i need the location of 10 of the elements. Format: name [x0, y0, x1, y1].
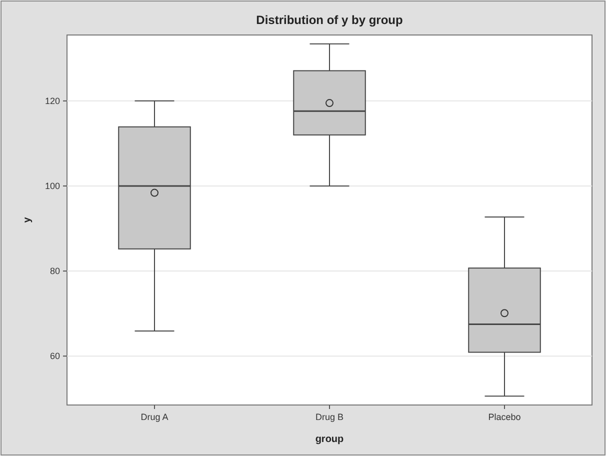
y-tick-label: 120: [44, 96, 60, 106]
y-tick-label: 100: [44, 181, 60, 192]
x-tick-label: Drug B: [315, 412, 344, 422]
y-tick-label: 80: [50, 266, 60, 276]
x-axis-title: group: [315, 434, 344, 445]
y-axis-title: y: [22, 216, 33, 223]
x-tick-label: Placebo: [488, 412, 521, 422]
y-tick-label: 60: [50, 351, 60, 362]
chart-title: Distribution of y by group: [256, 13, 403, 27]
x-tick-label: Drug A: [140, 412, 168, 422]
